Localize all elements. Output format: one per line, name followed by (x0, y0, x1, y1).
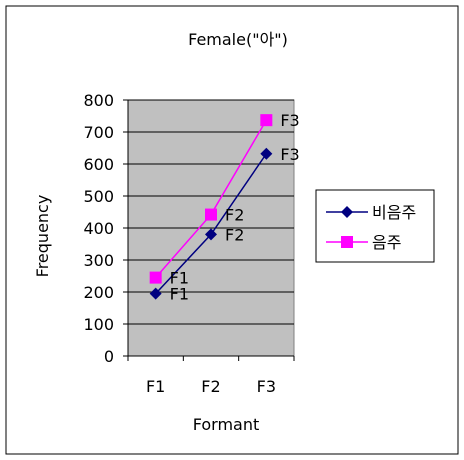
legend-label: 비음주 (372, 203, 416, 222)
data-point (149, 287, 162, 300)
series-2: F1 F2 F3 (149, 111, 300, 288)
y-tick-label: 500 (83, 187, 114, 206)
data-label: F2 (225, 225, 244, 244)
legend-box (315, 189, 435, 263)
x-axis-label: Formant (193, 415, 260, 434)
y-axis-label: Frequency (33, 195, 52, 278)
y-tick-labels: 0 100 200 300 400 500 600 700 800 (83, 91, 114, 366)
data-point (260, 147, 273, 160)
data-label: F2 (225, 206, 244, 225)
series-1: F1 F2 F3 (149, 145, 300, 304)
y-tick-label: 0 (104, 347, 114, 366)
y-tick-label: 800 (83, 91, 114, 110)
data-label: F3 (280, 111, 299, 130)
data-point (260, 114, 273, 127)
data-label: F1 (170, 285, 189, 304)
legend-marker (341, 206, 353, 218)
data-point (149, 271, 162, 284)
data-label: F3 (280, 145, 299, 164)
y-tick-label: 200 (83, 283, 114, 302)
y-tick-label: 300 (83, 251, 114, 270)
chart-title: Female("아") (188, 30, 288, 49)
y-tick-label: 400 (83, 219, 114, 238)
legend-marker (341, 236, 353, 248)
y-tick-label: 100 (83, 315, 114, 334)
x-tick-label: F3 (257, 377, 276, 396)
data-point (205, 208, 217, 221)
x-tick-labels: F1 F2 F3 (146, 377, 276, 396)
data-label: F1 (170, 269, 189, 288)
y-tick-label: 700 (83, 123, 114, 142)
axes (123, 99, 295, 361)
series-layer: F1 F2 F3 F1 F2 F3 (149, 111, 300, 304)
legend-label: 음주 (372, 233, 401, 252)
x-tick-label: F1 (146, 377, 165, 396)
y-tick-label: 600 (83, 155, 114, 174)
data-point (205, 228, 217, 241)
x-tick-label: F2 (201, 377, 220, 396)
